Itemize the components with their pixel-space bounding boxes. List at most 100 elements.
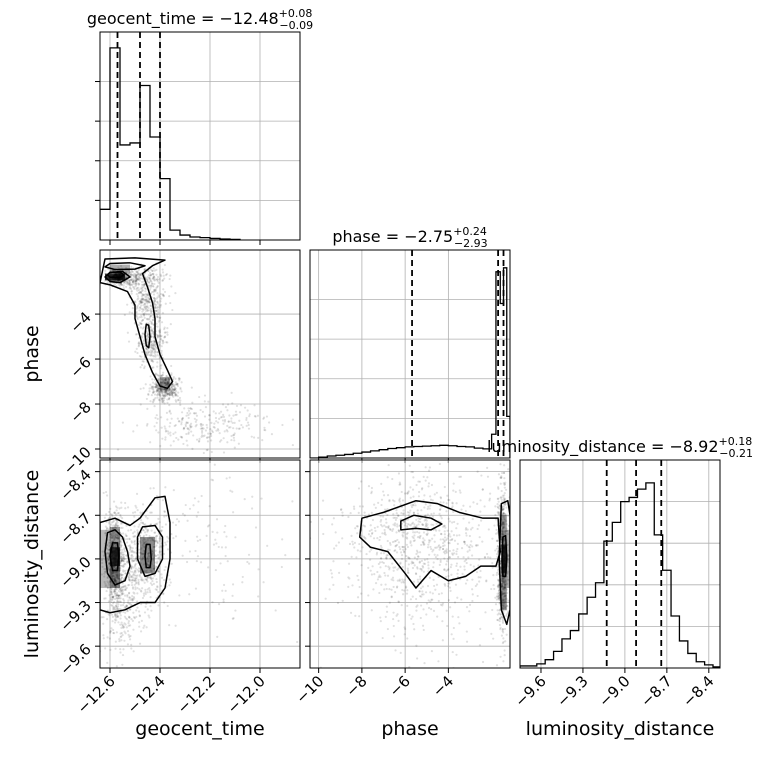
scatter-point bbox=[152, 318, 155, 322]
scatter-point bbox=[173, 387, 176, 390]
scatter-point bbox=[128, 282, 131, 285]
scatter-point bbox=[502, 514, 506, 517]
scatter-point bbox=[396, 523, 399, 526]
scatter-point bbox=[438, 529, 441, 532]
scatter-point bbox=[247, 423, 250, 427]
scatter-point bbox=[499, 613, 502, 616]
scatter-point bbox=[129, 271, 132, 274]
scatter-point bbox=[503, 477, 506, 480]
scatter-point bbox=[152, 290, 155, 293]
scatter-point bbox=[148, 299, 151, 302]
scatter-point bbox=[131, 550, 134, 553]
scatter-point bbox=[144, 591, 147, 594]
scatter-point bbox=[118, 540, 122, 543]
scatter-point bbox=[246, 409, 249, 412]
scatter-point bbox=[403, 589, 406, 592]
scatter-point bbox=[507, 514, 510, 517]
scatter-point bbox=[392, 624, 395, 628]
scatter-point bbox=[398, 500, 401, 503]
scatter-point bbox=[411, 535, 414, 538]
scatter-point bbox=[500, 476, 503, 479]
scatter-point bbox=[152, 267, 155, 270]
scatter-point bbox=[174, 431, 177, 434]
scatter-point bbox=[153, 393, 157, 396]
scatter-point bbox=[165, 411, 169, 414]
scatter-point bbox=[266, 544, 269, 547]
contour-1 bbox=[104, 270, 131, 284]
scatter-point bbox=[502, 525, 506, 528]
scatter-point bbox=[203, 400, 206, 403]
scatter-point bbox=[170, 562, 173, 565]
scatter-point bbox=[128, 283, 131, 286]
scatter-point bbox=[496, 544, 499, 548]
scatter-point bbox=[408, 557, 411, 560]
scatter-point bbox=[145, 352, 149, 355]
scatter-point bbox=[212, 543, 216, 546]
scatter-point bbox=[456, 547, 459, 551]
scatter-point bbox=[152, 545, 156, 549]
scatter-point bbox=[146, 300, 149, 303]
scatter-point bbox=[130, 597, 134, 600]
scatter-point bbox=[500, 585, 504, 589]
scatter-point bbox=[111, 527, 114, 530]
scatter-point bbox=[455, 534, 459, 537]
scatter-point bbox=[465, 527, 468, 530]
scatter-point bbox=[147, 351, 150, 355]
scatter-point bbox=[195, 418, 198, 422]
scatter-point bbox=[371, 518, 375, 522]
scatter-point bbox=[428, 553, 431, 556]
scatter-point bbox=[502, 631, 505, 634]
scatter-point bbox=[194, 549, 197, 553]
scatter-point bbox=[162, 552, 166, 556]
scatter-point bbox=[170, 385, 173, 389]
scatter-point bbox=[127, 620, 130, 623]
scatter-point bbox=[232, 617, 235, 620]
scatter-point bbox=[446, 537, 449, 540]
scatter-point bbox=[162, 382, 165, 385]
scatter-point bbox=[156, 389, 159, 392]
scatter-point bbox=[172, 385, 175, 388]
scatter-point bbox=[137, 557, 141, 560]
scatter-point bbox=[161, 377, 165, 380]
scatter-point bbox=[163, 402, 166, 405]
scatter-point bbox=[122, 560, 125, 563]
scatter-point bbox=[203, 434, 206, 437]
scatter-point bbox=[398, 499, 401, 502]
scatter-point bbox=[170, 393, 174, 396]
scatter-point bbox=[134, 579, 137, 582]
scatter-point bbox=[149, 304, 152, 307]
scatter-point bbox=[131, 280, 134, 283]
scatter-point bbox=[501, 532, 504, 535]
scatter-point bbox=[130, 550, 133, 554]
scatter-point bbox=[418, 535, 421, 538]
scatter-point bbox=[125, 609, 129, 612]
scatter-point bbox=[108, 594, 111, 597]
scatter-point bbox=[152, 273, 155, 276]
scatter-point bbox=[419, 567, 422, 570]
scatter-point bbox=[503, 486, 506, 489]
scatter-point bbox=[410, 505, 414, 509]
scatter-point bbox=[503, 598, 506, 601]
scatter-point bbox=[138, 282, 141, 286]
scatter-point bbox=[213, 463, 216, 466]
scatter-point bbox=[362, 535, 365, 538]
scatter-point bbox=[108, 528, 111, 531]
scatter-point bbox=[145, 578, 148, 581]
scatter-point bbox=[245, 416, 248, 420]
scatter-point bbox=[216, 531, 219, 534]
scatter-point bbox=[497, 487, 500, 490]
scatter-point bbox=[146, 318, 149, 321]
scatter-point bbox=[149, 400, 152, 403]
scatter-point bbox=[230, 417, 233, 420]
scatter-point bbox=[119, 579, 122, 582]
scatter-point bbox=[158, 393, 161, 397]
scatter-point bbox=[154, 354, 157, 357]
scatter-point bbox=[115, 571, 118, 574]
scatter-point bbox=[410, 562, 413, 565]
scatter-point bbox=[139, 274, 142, 277]
scatter-point bbox=[154, 348, 157, 351]
scatter-point bbox=[407, 514, 410, 517]
scatter-point bbox=[136, 606, 139, 609]
geocent_time__luminosity_distance-density bbox=[100, 526, 155, 588]
scatter-point bbox=[129, 548, 132, 552]
